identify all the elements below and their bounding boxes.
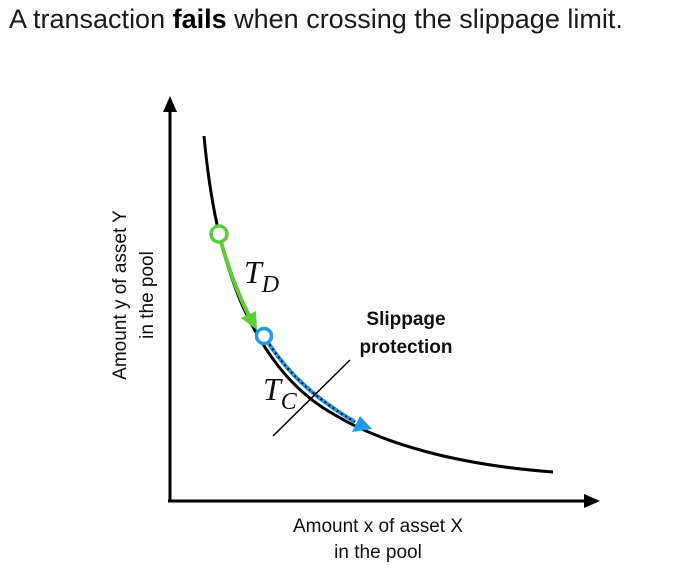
td-label: TD [244,254,279,298]
y-axis-label-line2: in the pool [137,251,158,339]
x-axis-arrowhead [584,494,600,508]
td-arrowhead [241,311,257,330]
x-axis-label-line2: in the pool [334,542,422,563]
y-axis-arrowhead [163,96,177,112]
title-emphasis: fails [172,4,227,34]
title-suffix: when crossing the slippage limit. [226,4,623,34]
tc-label: TC [263,371,298,415]
slippage-limit-line [272,359,351,437]
start-point-marker [209,224,229,244]
slippage-label-line1: Slippage [366,309,445,330]
tc-arrowhead [352,416,372,432]
mid-point-marker [254,326,274,346]
title-prefix: A transaction [9,4,173,34]
y-axis-label-line1: Amount y of asset Y [110,210,131,380]
tc-path [262,334,357,424]
x-axis-label-line1: Amount x of asset X [293,516,463,537]
bonding-curve [202,135,554,474]
slippage-label-line2: protection [360,337,453,358]
page-title: A transaction fails when crossing the sl… [9,4,623,35]
